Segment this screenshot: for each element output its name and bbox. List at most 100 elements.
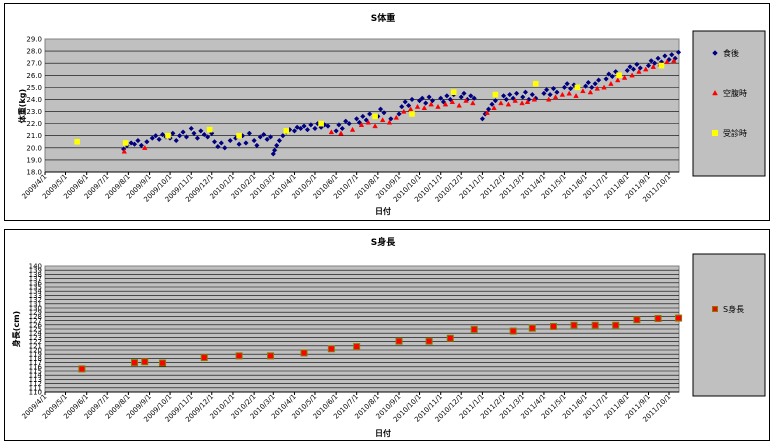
- data-point: [395, 337, 403, 345]
- data-point: [456, 102, 462, 108]
- data-point: [188, 125, 194, 132]
- data-point: [416, 98, 423, 104]
- data-point: [522, 89, 529, 95]
- data-point: [141, 358, 149, 366]
- data-point: [372, 113, 378, 120]
- data-point: [570, 321, 578, 329]
- data-point: [122, 140, 129, 146]
- data-point: [218, 140, 224, 146]
- y-tick-label: 117: [29, 359, 42, 367]
- data-point: [131, 141, 138, 147]
- data-point: [492, 91, 499, 98]
- data-point: [505, 101, 512, 107]
- y-axis-label: 身長(cm): [11, 311, 21, 347]
- x-axis-label: 日付: [375, 428, 391, 438]
- data-point: [251, 137, 257, 144]
- data-point: [346, 120, 352, 127]
- data-point: [489, 101, 495, 107]
- data-point: [529, 91, 535, 98]
- data-point: [135, 137, 141, 144]
- data-point: [636, 68, 642, 74]
- data-point: [675, 314, 683, 322]
- data-point: [498, 100, 504, 106]
- plot-area: [44, 38, 680, 173]
- y-tick-label: 118: [29, 355, 42, 363]
- data-point: [142, 145, 148, 150]
- data-point: [666, 56, 672, 63]
- data-point: [440, 99, 447, 105]
- data-point: [484, 109, 490, 115]
- data-point: [591, 321, 599, 329]
- data-point: [399, 104, 405, 110]
- y-tick-label: 132: [29, 296, 42, 304]
- data-point: [227, 137, 233, 144]
- y-tick-label: 122: [29, 338, 42, 346]
- data-point: [257, 134, 263, 140]
- data-point: [159, 359, 167, 367]
- y-tick-label: 137: [29, 275, 42, 283]
- data-point: [491, 105, 497, 111]
- data-point: [608, 80, 614, 86]
- legend-label: 食後: [723, 48, 739, 58]
- data-point: [312, 125, 318, 132]
- data-point: [291, 128, 298, 134]
- data-point: [379, 117, 386, 123]
- data-point: [165, 132, 171, 139]
- y-tick-label: 134: [29, 288, 43, 296]
- data-point: [173, 137, 179, 144]
- legend-label: 空腹時: [723, 88, 747, 98]
- data-point: [450, 89, 457, 96]
- y-axis-label: 体重(kg): [17, 89, 27, 123]
- data-point: [170, 130, 176, 136]
- data-point: [300, 349, 308, 357]
- data-point: [377, 106, 384, 112]
- y-tick-label: 120: [29, 347, 42, 355]
- data-point: [365, 119, 372, 125]
- data-point: [215, 143, 221, 150]
- data-point: [276, 137, 283, 144]
- data-point: [270, 151, 276, 157]
- y-tick-label: 128: [29, 313, 42, 321]
- data-point: [650, 63, 657, 69]
- data-point: [585, 79, 592, 86]
- data-point: [211, 139, 218, 145]
- height-chart: S身長1101111121131141151161171181191201211…: [11, 236, 766, 438]
- data-point: [425, 337, 433, 345]
- data-point: [662, 53, 668, 59]
- data-point: [156, 136, 162, 143]
- data-point: [461, 90, 467, 97]
- data-point: [574, 84, 581, 91]
- y-tick-label: 127: [29, 317, 42, 325]
- data-point: [366, 111, 373, 117]
- data-point: [519, 100, 525, 106]
- data-point: [507, 91, 513, 98]
- data-point: [358, 122, 365, 127]
- data-point: [363, 117, 369, 123]
- data-point: [566, 90, 572, 96]
- y-tick-label: 124: [29, 330, 43, 338]
- data-point: [449, 99, 456, 104]
- data-point: [500, 93, 507, 99]
- data-point: [447, 96, 453, 103]
- legend-label: 受診時: [723, 128, 747, 138]
- data-point: [325, 123, 331, 129]
- y-tick-label: 126: [29, 321, 43, 329]
- data-point: [633, 316, 641, 324]
- data-point: [198, 128, 204, 134]
- data-point: [438, 95, 444, 101]
- legend: [692, 30, 766, 177]
- data-point: [615, 77, 621, 83]
- legend-marker: [712, 130, 718, 136]
- data-point: [426, 94, 432, 100]
- data-point: [510, 95, 516, 101]
- data-point: [222, 145, 228, 151]
- data-point: [393, 114, 400, 120]
- y-tick-label: 121: [29, 342, 42, 350]
- data-point: [328, 129, 335, 135]
- y-tick-label: 135: [29, 284, 42, 292]
- data-point: [243, 140, 249, 146]
- data-point: [409, 96, 415, 103]
- data-point: [554, 89, 560, 95]
- data-point: [675, 49, 682, 55]
- data-point: [131, 359, 139, 367]
